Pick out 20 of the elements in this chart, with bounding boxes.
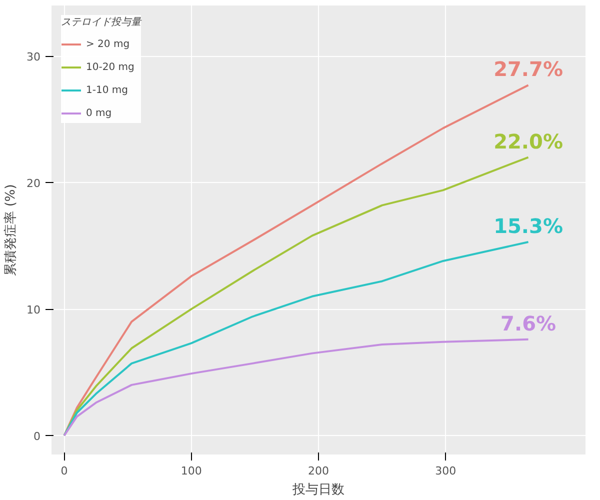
legend-label: 1-10 mg bbox=[86, 84, 128, 96]
y-axis-title: 累積発症率 (%) bbox=[2, 184, 19, 276]
legend-label: > 20 mg bbox=[86, 38, 130, 50]
y-tick-label: 10 bbox=[26, 304, 41, 317]
x-tick-label: 300 bbox=[435, 464, 456, 478]
annotation: 22.0% bbox=[494, 129, 563, 154]
annotation: 15.3% bbox=[494, 214, 563, 238]
x-tick-label: 100 bbox=[180, 464, 202, 478]
x-axis-title: 投与日数 bbox=[292, 482, 344, 498]
annotation: 7.6% bbox=[500, 311, 556, 336]
y-tick-label: 30 bbox=[26, 50, 41, 64]
x-tick-label: 0 bbox=[60, 464, 68, 478]
legend-label: 0 mg bbox=[86, 108, 112, 118]
legend-title: ステロイド投与量 bbox=[61, 16, 141, 29]
annotation: 27.7% bbox=[494, 57, 563, 82]
line-series bbox=[63, 338, 530, 437]
legend-label: 10-20 mg bbox=[86, 62, 134, 72]
x-tick-label: 200 bbox=[308, 464, 329, 478]
y-tick-label: 0 bbox=[34, 430, 40, 444]
y-tick-label: 20 bbox=[26, 177, 41, 190]
